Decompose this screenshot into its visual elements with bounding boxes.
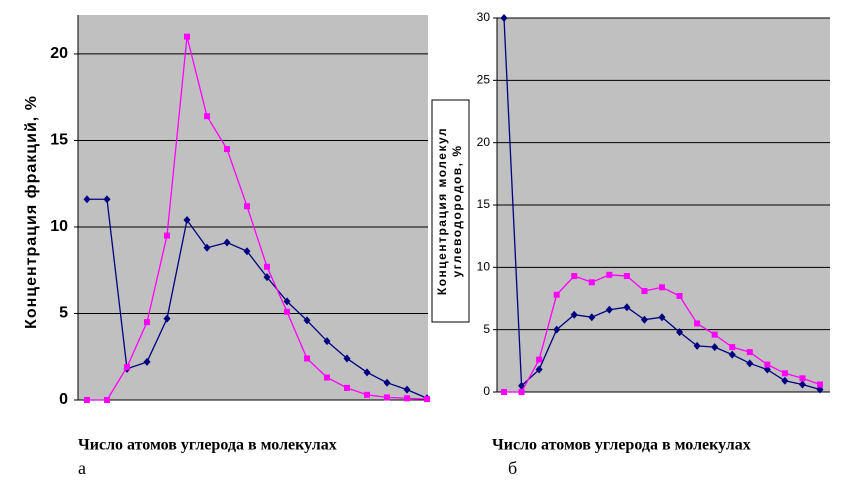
- point: [183, 216, 191, 225]
- y-axis-label-box: [431, 99, 470, 323]
- point: [746, 359, 754, 368]
- point: [729, 344, 736, 351]
- point: [571, 273, 578, 280]
- series-line: [87, 198, 428, 399]
- point: [144, 319, 150, 326]
- point: [553, 291, 560, 298]
- point: [323, 337, 331, 346]
- point: [658, 313, 666, 322]
- point: [243, 247, 251, 256]
- point: [588, 279, 595, 286]
- point: [244, 203, 250, 210]
- point: [363, 368, 371, 377]
- point: [623, 273, 630, 280]
- point: [553, 325, 561, 334]
- panel-label: а: [78, 458, 86, 478]
- point: [424, 396, 430, 403]
- y-tick-label: 25: [477, 73, 491, 87]
- y-axis-label: Концентрация молекул: [435, 127, 449, 295]
- point: [605, 305, 613, 314]
- y-tick-label: 20: [477, 135, 491, 149]
- point: [164, 232, 170, 239]
- point: [746, 349, 753, 356]
- panel-label: б: [508, 458, 517, 478]
- point: [204, 113, 210, 120]
- point: [536, 356, 543, 363]
- point: [711, 331, 718, 338]
- point: [203, 243, 211, 252]
- point: [501, 389, 507, 395]
- point: [711, 343, 719, 352]
- y-axis-label: углеводородов, %: [450, 144, 464, 277]
- point: [163, 314, 171, 323]
- point: [728, 350, 736, 359]
- series-line: [87, 36, 428, 401]
- point: [383, 378, 391, 387]
- point: [224, 146, 230, 153]
- point: [694, 320, 701, 327]
- y-tick-label: 20: [50, 45, 68, 62]
- point: [143, 357, 151, 366]
- point: [781, 376, 789, 385]
- y-tick-label: 15: [477, 197, 491, 211]
- point: [83, 195, 91, 204]
- point: [263, 273, 271, 282]
- y-tick-label: 10: [477, 260, 491, 274]
- point: [264, 263, 270, 270]
- point: [284, 308, 290, 315]
- x-axis-label: Число атомов углерода в молекулах: [78, 437, 337, 454]
- point: [535, 365, 543, 374]
- point: [518, 389, 525, 395]
- point: [588, 313, 596, 322]
- point: [104, 397, 110, 403]
- point: [798, 380, 806, 389]
- point: [343, 354, 351, 363]
- point: [344, 384, 350, 391]
- point: [659, 284, 665, 291]
- point: [304, 355, 310, 362]
- point: [103, 195, 111, 204]
- y-tick-label: 5: [59, 305, 68, 322]
- point: [676, 328, 684, 337]
- plot-area: [78, 15, 428, 400]
- point: [764, 361, 771, 368]
- y-axis-label: Концентрация фракций, %: [23, 95, 40, 329]
- point: [606, 271, 613, 278]
- point: [324, 374, 330, 381]
- point: [303, 316, 311, 325]
- point: [124, 364, 130, 371]
- y-tick-label: 30: [477, 10, 491, 24]
- point: [641, 288, 648, 295]
- point: [184, 33, 190, 40]
- point: [799, 375, 806, 382]
- y-tick-label: 10: [50, 218, 68, 235]
- y-tick-label: 15: [50, 132, 68, 149]
- point: [223, 238, 231, 247]
- point: [500, 14, 508, 22]
- y-tick-label: 5: [483, 322, 490, 336]
- point: [84, 397, 90, 403]
- y-tick-label: 0: [483, 384, 490, 398]
- point: [283, 297, 291, 306]
- point: [817, 381, 823, 388]
- point: [364, 391, 370, 398]
- point: [693, 341, 701, 350]
- point: [676, 293, 683, 300]
- point: [404, 395, 410, 402]
- point: [640, 315, 648, 324]
- point: [403, 385, 411, 394]
- x-axis-label: Число атомов углерода в молекулах: [492, 437, 751, 454]
- point: [570, 310, 578, 319]
- point: [623, 303, 631, 312]
- y-tick-label: 0: [59, 391, 68, 408]
- point: [384, 394, 390, 401]
- point: [781, 370, 788, 377]
